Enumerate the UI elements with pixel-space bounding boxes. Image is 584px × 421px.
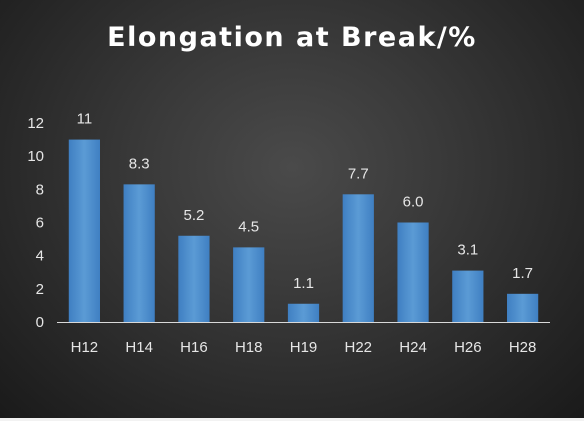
bar-h14 (123, 184, 155, 322)
x-tick-label-h14: H14 (125, 339, 153, 356)
data-label-h28: 1.7 (512, 265, 533, 282)
y-tick-label: 6 (36, 215, 44, 232)
bar-h24 (397, 222, 429, 322)
y-tick-label: 10 (27, 148, 44, 165)
x-tick-label-h24: H24 (399, 339, 427, 356)
y-tick-label: 8 (36, 181, 44, 198)
x-tick-label-h19: H19 (290, 339, 318, 356)
x-tick-label-h28: H28 (509, 339, 537, 356)
bars-group (68, 139, 539, 322)
data-label-h22: 7.7 (348, 165, 369, 182)
data-label-h16: 5.2 (184, 207, 205, 224)
data-label-h19: 1.1 (293, 275, 314, 292)
y-tick-label: 0 (36, 314, 44, 331)
x-tick-label-h12: H12 (71, 339, 99, 356)
data-label-h24: 6.0 (403, 194, 424, 211)
bar-h16 (178, 235, 210, 322)
bar-h22 (342, 194, 374, 322)
x-tick-label-h16: H16 (180, 339, 208, 356)
y-tick-label: 2 (36, 281, 44, 298)
bar-h26 (452, 270, 484, 322)
x-tick-label-h22: H22 (345, 339, 373, 356)
data-label-h18: 4.5 (238, 218, 259, 235)
data-label-h26: 3.1 (457, 242, 478, 259)
bar-h12 (68, 139, 101, 322)
x-axis-ticks: H12 H14 H16 H18 H19 H22 H24 H26 H28 (71, 339, 537, 356)
y-axis-ticks: 0 2 4 6 8 10 12 (27, 115, 44, 331)
bar-h28 (506, 293, 539, 322)
y-tick-label: 12 (27, 115, 44, 132)
y-tick-label: 4 (36, 248, 44, 265)
x-tick-label-h18: H18 (235, 339, 263, 356)
chart-title: Elongation at Break/% (107, 22, 477, 53)
data-labels-group: 11 8.3 5.2 4.5 1.1 7.7 6.0 3.1 1.7 (77, 111, 533, 292)
bar-h19 (287, 303, 320, 322)
bar-h18 (233, 247, 265, 322)
x-tick-label-h26: H26 (454, 339, 482, 356)
data-label-h12: 11 (77, 111, 93, 128)
data-label-h14: 8.3 (129, 155, 150, 172)
